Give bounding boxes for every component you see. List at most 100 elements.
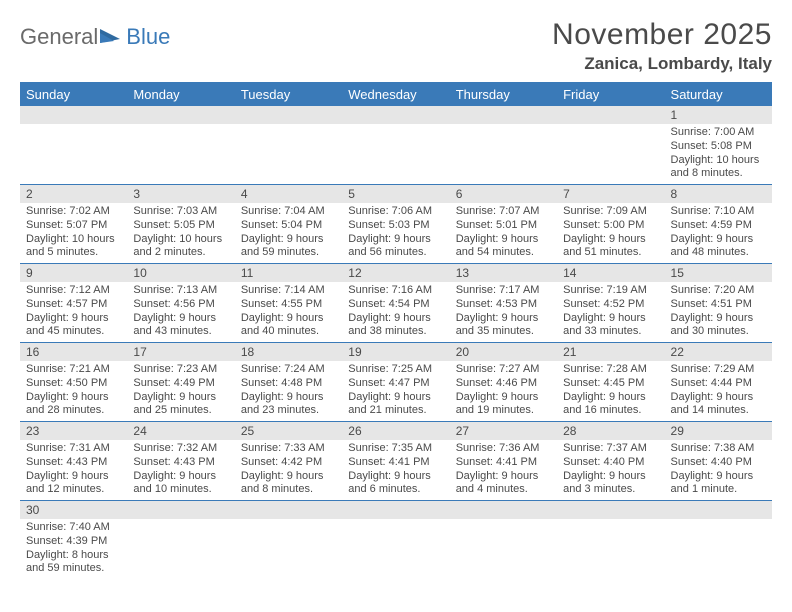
logo-text-general: General — [20, 24, 98, 50]
sunset-line: Sunset: 5:00 PM — [563, 219, 658, 233]
calendar-cell: 13Sunrise: 7:17 AMSunset: 4:53 PMDayligh… — [450, 264, 557, 343]
day-details: Sunrise: 7:36 AMSunset: 4:41 PMDaylight:… — [450, 440, 557, 500]
calendar-row: 16Sunrise: 7:21 AMSunset: 4:50 PMDayligh… — [20, 343, 772, 422]
day-details — [665, 519, 772, 524]
day-number — [235, 106, 342, 124]
day-details — [235, 519, 342, 524]
daylight-line: Daylight: 9 hours and 28 minutes. — [26, 391, 121, 419]
daylight-line: Daylight: 9 hours and 51 minutes. — [563, 233, 658, 261]
day-number — [665, 501, 772, 519]
day-number: 14 — [557, 264, 664, 282]
calendar-cell: 21Sunrise: 7:28 AMSunset: 4:45 PMDayligh… — [557, 343, 664, 422]
day-number — [557, 106, 664, 124]
daylight-line: Daylight: 10 hours and 2 minutes. — [133, 233, 228, 261]
calendar-cell: 1Sunrise: 7:00 AMSunset: 5:08 PMDaylight… — [665, 106, 772, 185]
day-number: 16 — [20, 343, 127, 361]
month-title: November 2025 — [552, 18, 772, 52]
day-details: Sunrise: 7:33 AMSunset: 4:42 PMDaylight:… — [235, 440, 342, 500]
day-details: Sunrise: 7:19 AMSunset: 4:52 PMDaylight:… — [557, 282, 664, 342]
calendar-cell: 18Sunrise: 7:24 AMSunset: 4:48 PMDayligh… — [235, 343, 342, 422]
sunset-line: Sunset: 4:40 PM — [563, 456, 658, 470]
day-number: 1 — [665, 106, 772, 124]
sunset-line: Sunset: 4:54 PM — [348, 298, 443, 312]
calendar-cell: 26Sunrise: 7:35 AMSunset: 4:41 PMDayligh… — [342, 422, 449, 501]
calendar-head: Sunday Monday Tuesday Wednesday Thursday… — [20, 82, 772, 106]
day-details: Sunrise: 7:31 AMSunset: 4:43 PMDaylight:… — [20, 440, 127, 500]
daylight-line: Daylight: 9 hours and 10 minutes. — [133, 470, 228, 498]
sunrise-line: Sunrise: 7:06 AM — [348, 205, 443, 219]
sunrise-line: Sunrise: 7:16 AM — [348, 284, 443, 298]
sunset-line: Sunset: 4:41 PM — [456, 456, 551, 470]
day-details: Sunrise: 7:03 AMSunset: 5:05 PMDaylight:… — [127, 203, 234, 263]
day-number — [127, 501, 234, 519]
day-details — [127, 124, 234, 129]
daylight-line: Daylight: 9 hours and 56 minutes. — [348, 233, 443, 261]
sunset-line: Sunset: 4:40 PM — [671, 456, 766, 470]
calendar-cell — [557, 106, 664, 185]
calendar-cell: 6Sunrise: 7:07 AMSunset: 5:01 PMDaylight… — [450, 185, 557, 264]
sunrise-line: Sunrise: 7:35 AM — [348, 442, 443, 456]
day-details: Sunrise: 7:21 AMSunset: 4:50 PMDaylight:… — [20, 361, 127, 421]
sunrise-line: Sunrise: 7:23 AM — [133, 363, 228, 377]
day-number — [557, 501, 664, 519]
sunrise-line: Sunrise: 7:28 AM — [563, 363, 658, 377]
weekday-header: Friday — [557, 82, 664, 106]
day-number: 28 — [557, 422, 664, 440]
day-number: 19 — [342, 343, 449, 361]
sunrise-line: Sunrise: 7:32 AM — [133, 442, 228, 456]
day-details: Sunrise: 7:37 AMSunset: 4:40 PMDaylight:… — [557, 440, 664, 500]
sunset-line: Sunset: 4:46 PM — [456, 377, 551, 391]
sunset-line: Sunset: 4:50 PM — [26, 377, 121, 391]
sunrise-line: Sunrise: 7:19 AM — [563, 284, 658, 298]
logo-flag-icon — [100, 27, 124, 45]
daylight-line: Daylight: 9 hours and 40 minutes. — [241, 312, 336, 340]
sunset-line: Sunset: 4:59 PM — [671, 219, 766, 233]
sunrise-line: Sunrise: 7:25 AM — [348, 363, 443, 377]
day-details: Sunrise: 7:16 AMSunset: 4:54 PMDaylight:… — [342, 282, 449, 342]
day-details — [235, 124, 342, 129]
daylight-line: Daylight: 9 hours and 59 minutes. — [241, 233, 336, 261]
daylight-line: Daylight: 9 hours and 54 minutes. — [456, 233, 551, 261]
day-details: Sunrise: 7:07 AMSunset: 5:01 PMDaylight:… — [450, 203, 557, 263]
calendar-row: 30Sunrise: 7:40 AMSunset: 4:39 PMDayligh… — [20, 501, 772, 580]
sunrise-line: Sunrise: 7:38 AM — [671, 442, 766, 456]
day-number: 21 — [557, 343, 664, 361]
day-details: Sunrise: 7:25 AMSunset: 4:47 PMDaylight:… — [342, 361, 449, 421]
sunrise-line: Sunrise: 7:04 AM — [241, 205, 336, 219]
calendar-cell — [235, 106, 342, 185]
daylight-line: Daylight: 9 hours and 45 minutes. — [26, 312, 121, 340]
day-number: 27 — [450, 422, 557, 440]
daylight-line: Daylight: 9 hours and 19 minutes. — [456, 391, 551, 419]
sunrise-line: Sunrise: 7:00 AM — [671, 126, 766, 140]
calendar-cell: 22Sunrise: 7:29 AMSunset: 4:44 PMDayligh… — [665, 343, 772, 422]
daylight-line: Daylight: 9 hours and 38 minutes. — [348, 312, 443, 340]
sunrise-line: Sunrise: 7:40 AM — [26, 521, 121, 535]
daylight-line: Daylight: 9 hours and 16 minutes. — [563, 391, 658, 419]
sunset-line: Sunset: 4:43 PM — [133, 456, 228, 470]
day-details: Sunrise: 7:17 AMSunset: 4:53 PMDaylight:… — [450, 282, 557, 342]
sunset-line: Sunset: 4:42 PM — [241, 456, 336, 470]
sunrise-line: Sunrise: 7:17 AM — [456, 284, 551, 298]
sunset-line: Sunset: 4:49 PM — [133, 377, 228, 391]
sunrise-line: Sunrise: 7:27 AM — [456, 363, 551, 377]
calendar-cell — [557, 501, 664, 580]
daylight-line: Daylight: 9 hours and 48 minutes. — [671, 233, 766, 261]
sunrise-line: Sunrise: 7:10 AM — [671, 205, 766, 219]
day-details: Sunrise: 7:02 AMSunset: 5:07 PMDaylight:… — [20, 203, 127, 263]
sunset-line: Sunset: 5:08 PM — [671, 140, 766, 154]
day-details — [557, 519, 664, 524]
calendar-cell — [450, 501, 557, 580]
sunrise-line: Sunrise: 7:09 AM — [563, 205, 658, 219]
sunset-line: Sunset: 4:55 PM — [241, 298, 336, 312]
day-details: Sunrise: 7:40 AMSunset: 4:39 PMDaylight:… — [20, 519, 127, 579]
daylight-line: Daylight: 9 hours and 23 minutes. — [241, 391, 336, 419]
daylight-line: Daylight: 9 hours and 25 minutes. — [133, 391, 228, 419]
sunset-line: Sunset: 4:53 PM — [456, 298, 551, 312]
day-details: Sunrise: 7:28 AMSunset: 4:45 PMDaylight:… — [557, 361, 664, 421]
daylight-line: Daylight: 9 hours and 6 minutes. — [348, 470, 443, 498]
day-number: 4 — [235, 185, 342, 203]
day-number — [235, 501, 342, 519]
calendar-cell: 8Sunrise: 7:10 AMSunset: 4:59 PMDaylight… — [665, 185, 772, 264]
location: Zanica, Lombardy, Italy — [552, 54, 772, 74]
day-details: Sunrise: 7:27 AMSunset: 4:46 PMDaylight:… — [450, 361, 557, 421]
